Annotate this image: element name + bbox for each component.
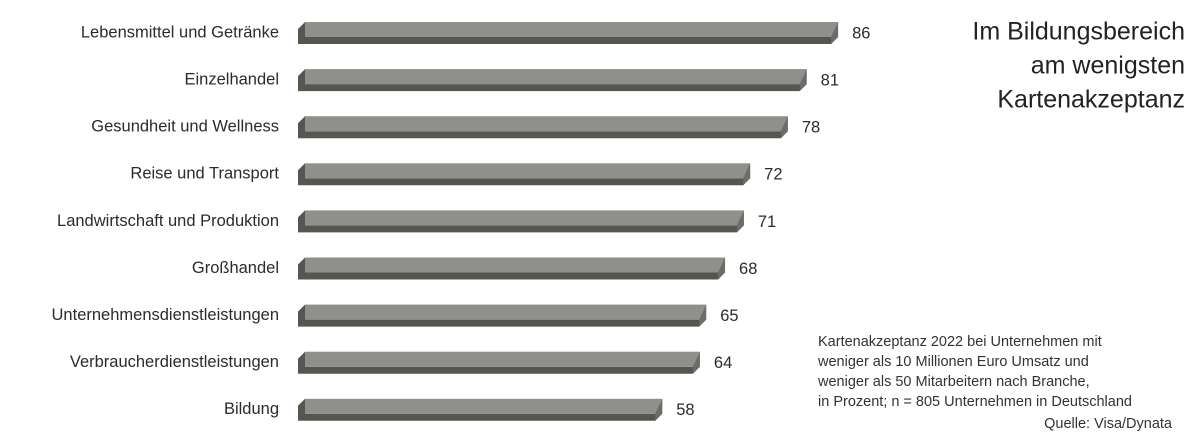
note: weniger als 10 Millionen Euro Umsatz und	[817, 354, 1089, 370]
bar-group: 58	[298, 398, 695, 421]
bar	[305, 257, 726, 273]
bar-shadow	[298, 69, 807, 92]
bar-group: 65	[298, 304, 739, 327]
note: Kartenakzeptanz 2022 bei Unternehmen mit	[818, 334, 1102, 350]
bar-shadow	[298, 351, 700, 374]
bar-group: 81	[298, 69, 839, 92]
bar	[305, 163, 751, 179]
category-label: Großhandel	[192, 259, 279, 277]
bar-group: 86	[298, 22, 870, 44]
chart-title: Kartenakzeptanz	[997, 86, 1185, 114]
category-label: Lebensmittel und Getränke	[81, 23, 279, 41]
bar-side	[718, 257, 726, 280]
value-label: 72	[764, 166, 782, 184]
bar-side	[831, 22, 839, 44]
bar-shadow	[298, 257, 726, 280]
category-label: Gesundheit und Wellness	[91, 118, 279, 136]
bar-side	[799, 69, 807, 92]
value-label: 58	[676, 401, 694, 419]
value-label: 71	[758, 213, 776, 231]
category-label: Landwirtschaft und Produktion	[57, 212, 279, 230]
bar	[305, 351, 700, 367]
category-label: Bildung	[224, 400, 279, 418]
bar	[305, 304, 707, 320]
bar	[305, 116, 788, 132]
note: in Prozent; n = 805 Unternehmen in Deuts…	[818, 394, 1132, 410]
note: weniger als 50 Mitarbeitern nach Branche…	[817, 374, 1090, 390]
bar-shadow	[298, 22, 839, 44]
bar	[305, 398, 663, 414]
value-label: 81	[821, 71, 839, 89]
bar-group: 68	[298, 257, 757, 280]
value-label: 86	[852, 24, 870, 42]
bar-group: 71	[298, 210, 776, 233]
bar-side	[736, 210, 744, 233]
bar-side	[780, 116, 788, 139]
bar-shadow	[298, 304, 707, 327]
chart-title: Im Bildungsbereich	[972, 18, 1185, 46]
value-label: 65	[720, 307, 738, 325]
bar-shadow	[298, 210, 744, 233]
bar-side	[692, 351, 700, 374]
category-label: Einzelhandel	[185, 70, 280, 88]
bar-shadow	[298, 398, 663, 421]
bar-group: 78	[298, 116, 820, 139]
bar-group: 64	[298, 351, 732, 374]
category-label: Unternehmensdienstleistungen	[52, 306, 279, 324]
bar-group: 72	[298, 163, 783, 186]
chart-title: am wenigsten	[1031, 52, 1185, 80]
source: Quelle: Visa/Dynata	[1044, 416, 1173, 432]
value-label: 78	[802, 119, 820, 137]
bar-side	[743, 163, 751, 186]
bar-shadow	[298, 163, 751, 186]
bar	[305, 22, 839, 37]
bar	[305, 210, 744, 226]
bar-side	[655, 398, 663, 421]
bar-side	[699, 304, 707, 327]
value-label: 64	[714, 354, 732, 372]
bar-shadow	[298, 116, 788, 139]
category-label: Verbraucherdienstleistungen	[70, 353, 279, 371]
category-label: Reise und Transport	[130, 165, 279, 183]
bar	[305, 69, 807, 85]
value-label: 68	[739, 260, 757, 278]
